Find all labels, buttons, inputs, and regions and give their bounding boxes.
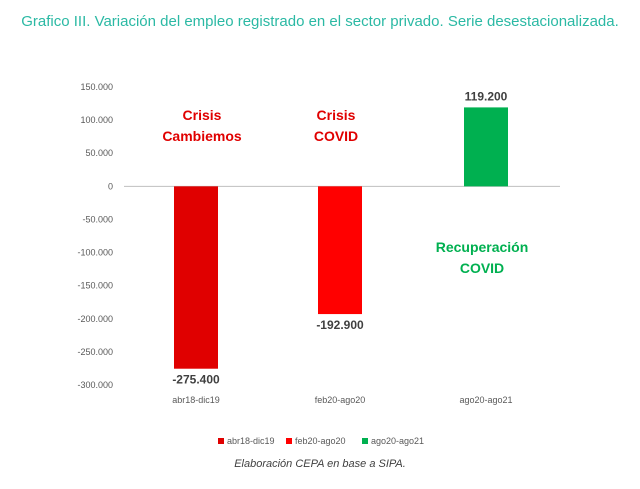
source-note: Elaboración CEPA en base a SIPA. <box>234 458 406 470</box>
legend-label: ago20-ago21 <box>371 436 424 446</box>
annotations: Crisis Cambiemos Crisis COVID Recuperación CO… <box>162 107 528 276</box>
y-tick-label: -150.000 <box>77 281 113 291</box>
bar-feb20-ago20 <box>318 186 362 315</box>
legend: abr18-dic19 feb20-ago20 ago20-ago21 <box>218 436 424 446</box>
annotation-text: COVID <box>314 128 358 144</box>
category-label: abr18-dic19 <box>172 395 220 405</box>
annotation-text: Crisis <box>317 107 356 123</box>
legend-label: abr18-dic19 <box>227 436 275 446</box>
y-tick-label: 150.000 <box>80 82 113 92</box>
annotation-text: Cambiemos <box>162 128 242 144</box>
annotation-text: COVID <box>460 260 504 276</box>
data-label: -275.400 <box>172 373 220 387</box>
legend-swatch <box>362 438 368 444</box>
bar-abr18-dic19 <box>174 186 218 369</box>
annotation-text: Crisis <box>183 107 222 123</box>
y-tick-label: -300.000 <box>77 380 113 390</box>
category-labels: abr18-dic19 feb20-ago20 ago20-ago21 <box>172 395 512 405</box>
data-label: 119.200 <box>465 89 508 103</box>
y-tick-label: 50.000 <box>85 148 113 158</box>
data-label: -192.900 <box>316 318 364 332</box>
chart-title: Grafico III. Variación del empleo regist… <box>21 13 619 30</box>
bar-ago20-ago21 <box>464 107 508 187</box>
y-tick-label: -250.000 <box>77 347 113 357</box>
legend-swatch <box>218 438 224 444</box>
bars <box>174 107 508 369</box>
y-tick-label: 0 <box>108 181 113 191</box>
category-label: ago20-ago21 <box>459 395 512 405</box>
y-tick-label: 100.000 <box>80 115 113 125</box>
annotation-text: Recuperación <box>436 239 529 255</box>
category-label: feb20-ago20 <box>315 395 366 405</box>
legend-label: feb20-ago20 <box>295 436 346 446</box>
legend-swatch <box>286 438 292 444</box>
data-labels: -275.400 -192.900 119.200 <box>172 89 507 386</box>
y-tick-label: -200.000 <box>77 314 113 324</box>
y-tick-label: -50.000 <box>82 214 113 224</box>
y-tick-label: -100.000 <box>77 248 113 258</box>
